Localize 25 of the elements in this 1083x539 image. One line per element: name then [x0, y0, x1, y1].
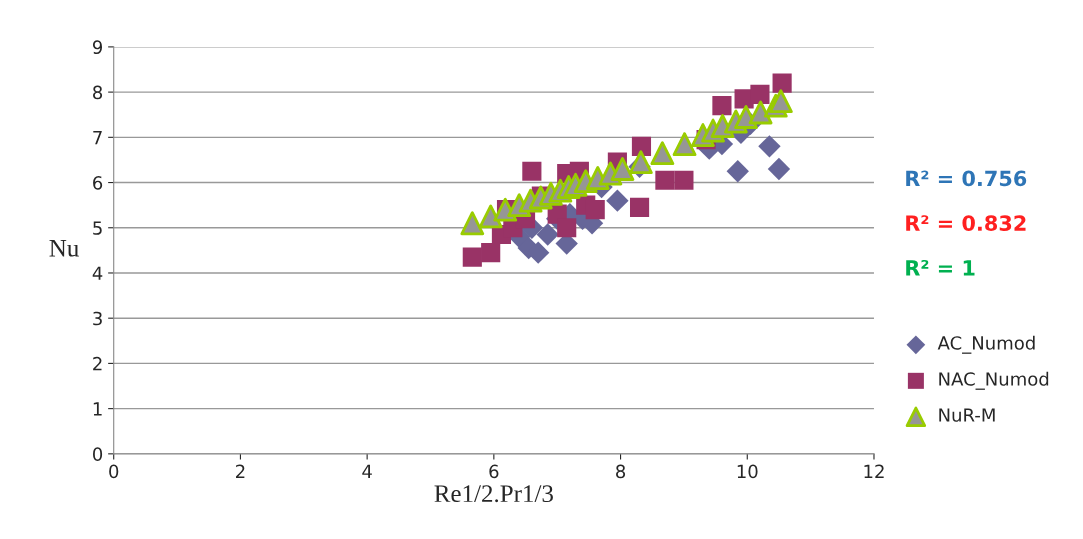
x-tick-label: 0 [109, 464, 119, 479]
legend-label: AC_Numod [937, 335, 1035, 354]
y-tick-label: 7 [93, 131, 102, 145]
y-tick-label: 1 [93, 402, 102, 416]
x-tick-label: 12 [864, 464, 884, 478]
legend-label: NAC_Numod [939, 371, 1049, 390]
text: R² = 1 [906, 259, 975, 276]
text: R² = 0.756 [906, 170, 1027, 187]
y-tick-label: 6 [93, 176, 103, 190]
y-tick-label: 3 [93, 311, 102, 326]
y-axis-title: Nu [49, 240, 79, 257]
y-tick-label: 8 [93, 85, 103, 100]
y-tick-label: 9 [92, 40, 103, 55]
x-tick-label: 4 [362, 464, 372, 478]
y-tick-label: 2 [93, 356, 102, 371]
text: R² = 0.832 [906, 215, 1026, 231]
x-axis-title: Re1/2.Pr1/3 [434, 485, 553, 503]
x-tick-label: 8 [616, 464, 626, 479]
x-tick-label: 6 [489, 464, 499, 479]
legend-label: NuR-M [939, 408, 995, 422]
y-tick-label: 4 [92, 266, 103, 280]
x-tick-label: 10 [737, 464, 758, 479]
y-tick-label: 5 [93, 221, 102, 235]
y-tick-label: 0 [93, 447, 103, 461]
x-tick-label: 2 [236, 464, 245, 478]
